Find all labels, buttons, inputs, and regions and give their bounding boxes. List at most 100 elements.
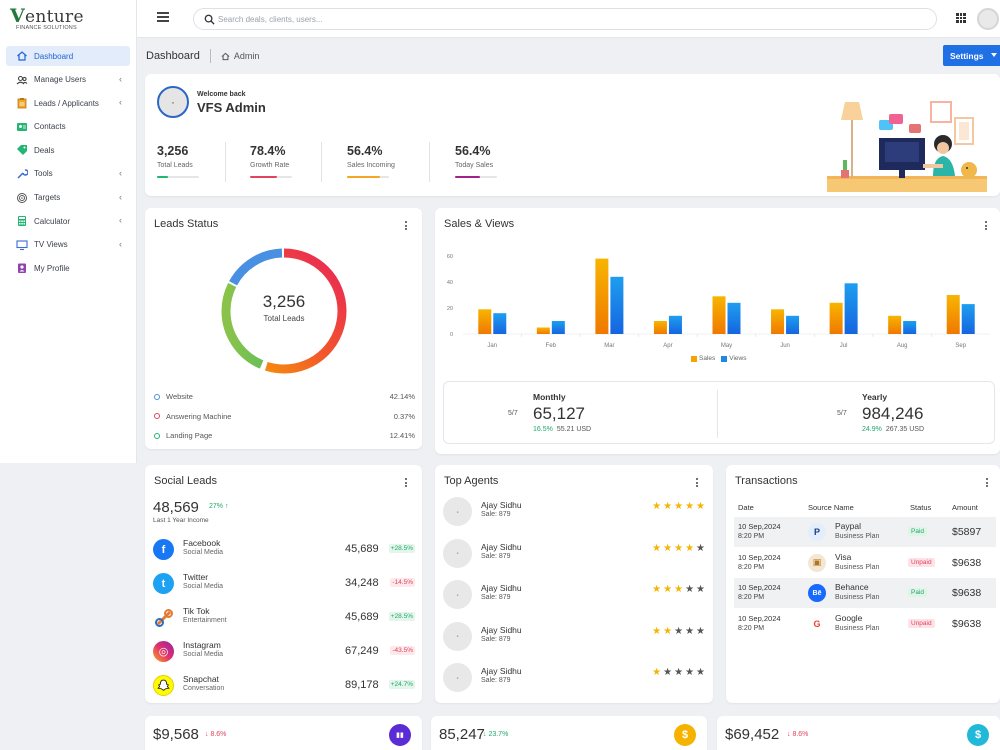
bar-chart-icon: ▮▮ [389,724,411,746]
bar-sales-mar[interactable] [595,258,609,334]
star-icon: ★ [652,625,662,637]
table-header: Date Source Name Status Amount [738,503,978,512]
star-icon: ★ [674,501,684,512]
star-icon: ★ [663,584,673,595]
x-tick-label: Jun [780,343,790,349]
more-options-icon[interactable] [986,478,989,488]
star-icon: ★ [696,584,705,595]
sidebar-item-contacts[interactable]: Contacts [6,117,130,137]
agent-row[interactable]: ● Ajay Sidhu Sale: 879 ★ ★ ★ ★ ★ [443,621,707,654]
sidebar-item-tv-views[interactable]: TV Views ‹ [6,235,130,255]
welcome-card: ● Welcome back VFS Admin 3,256 Total Lead… [145,74,1000,196]
bar-views-mar[interactable] [610,276,624,334]
card-title: Leads Status [154,218,219,230]
sidebar-item-tools[interactable]: Tools ‹ [6,164,130,184]
sidebar-item-targets[interactable]: Targets ‹ [6,188,130,208]
sidebar-item-leads-applicants[interactable]: Leads / Applicants ‹ [6,93,130,113]
user-avatar[interactable] [977,8,999,30]
bar-sales-may[interactable] [712,296,726,334]
top-agents-card: Top Agents ● Ajay Sidhu Sale: 879 ★ ★ ★ ★ ★ ● Aja… [435,465,713,703]
bar-views-apr[interactable] [668,315,682,334]
bar-sales-jun[interactable] [771,309,785,334]
bar-sales-apr[interactable] [653,321,667,334]
list-item[interactable]: t Twitter Social Media 34,248 -14.5% [153,571,415,597]
bar-sales-jul[interactable] [829,302,843,334]
bar-views-jun[interactable] [786,315,800,334]
search-input[interactable] [218,12,908,27]
sidebar-item-dashboard[interactable]: Dashboard [6,46,130,66]
settings-button[interactable]: Settings [943,45,1000,66]
sidebar-item-deals[interactable]: Deals [6,140,130,160]
legend-label[interactable]: Sales [699,355,716,362]
dollar-slash-icon: $ [967,724,989,746]
bar-views-aug[interactable] [903,321,917,334]
bar-sales-jan[interactable] [478,309,492,334]
stat-progress-bar [455,176,497,178]
y-tick-label: 60 [447,254,453,260]
kpi-card: $69,452 ↓ 8.6% $ [717,716,1000,750]
x-tick-label: Jan [487,343,497,349]
bar-sales-feb[interactable] [536,327,550,335]
table-row[interactable]: 10 Sep,2024 8:20 PM G Google Business Plan Un… [738,612,982,633]
brand-logo[interactable]: Venture FINANCE SOLUTIONS [10,5,84,32]
menu-toggle-icon[interactable] [157,12,169,22]
bar-views-jul[interactable] [844,283,858,334]
arrow-down-icon: ↓ [205,731,211,738]
bar-views-feb[interactable] [551,321,565,334]
sidebar-item-manage-users[interactable]: Manage Users ‹ [6,70,130,90]
card-title: Social Leads [154,475,217,487]
table-row[interactable]: 10 Sep,2024 8:20 PM P Paypal Business Plan Pa… [734,517,996,547]
bar-views-may[interactable] [727,302,741,334]
legend-label[interactable]: Views [729,355,747,362]
sidebar-item-label: Manage Users [34,75,87,85]
sidebar-item-label: Tools [34,169,53,179]
list-item[interactable]: Snapchat Conversation 89,178 +24.7% [153,673,415,699]
leads-status-card: Leads Status 3,256 Total Leads Website 42… [145,208,422,449]
x-tick-label: Mar [604,343,614,349]
sales-views-card: Sales & Views 0 20 40 60 Jan Feb Mar Apr May Jun J… [435,208,1000,454]
star-icon: ★ [685,667,695,678]
agent-row[interactable]: ● Ajay Sidhu Sale: 879 ★ ★ ★ ★ ★ [443,663,707,695]
more-options-icon[interactable] [696,478,699,488]
star-icon: ★ [685,542,695,554]
list-item[interactable]: Tik Tok Entertainment 45,689 +28.5% [153,605,415,631]
page-title: Dashboard [146,50,200,62]
list-item[interactable]: f Facebook Social Media 45,689 +28.5% [153,537,415,563]
more-options-icon[interactable] [985,221,988,231]
sidebar-item-label: Calculator [34,216,71,226]
agent-row[interactable]: ● Ajay Sidhu Sale: 879 ★ ★ ★ ★ ★ [443,497,707,529]
x-tick-label: Jul [840,343,848,349]
star-icon: ★ [663,501,673,512]
status-badge: Unpaid [908,557,935,567]
list-item[interactable]: ◎ Instagram Social Media 67,249 -43.5% [153,639,415,665]
star-icon: ★ [674,584,684,595]
bar-views-jan[interactable] [493,313,507,334]
more-options-icon[interactable] [405,478,408,488]
table-row[interactable]: 10 Sep,2024 8:20 PM Bē Behance Business Plan… [734,578,996,608]
home-icon [16,50,28,62]
sidebar-item-label: Dashboard [34,51,74,61]
chevron-left-icon: ‹ [119,97,122,108]
apps-grid-icon[interactable] [956,13,966,23]
sidebar-nav: Dashboard Manage Users ‹ Leads / Applicants… [0,38,136,278]
agent-row[interactable]: ● Ajay Sidhu Sale: 879 ★ ★ ★ ★ ★ [443,538,707,571]
legend-dot-icon [154,413,160,419]
x-tick-label: Feb [546,343,557,349]
change-indicator: ↓ 8.6% [787,731,809,738]
star-rating: ★ ★ ★ ★ ★ [652,625,705,637]
breadcrumb-home[interactable]: Admin [221,51,259,61]
sidebar-item-calculator[interactable]: Calculator ‹ [6,211,130,231]
x-tick-label: Sep [955,343,966,349]
y-tick-label: 0 [450,332,453,338]
star-icon: ★ [652,501,662,512]
bar-sales-sep[interactable] [946,295,960,334]
more-options-icon[interactable] [405,221,408,231]
sidebar-item-my-profile[interactable]: My Profile [6,258,130,278]
table-row[interactable]: 10 Sep,2024 8:20 PM ▣ Visa Business Plan Unpa… [738,551,982,572]
star-icon: ★ [696,501,705,512]
legend-dot-icon [154,432,160,439]
bar-views-sep[interactable] [961,304,975,334]
transactions-card: Transactions Date Source Name Status Amo… [726,465,1000,703]
agent-row[interactable]: ● Ajay Sidhu Sale: 879 ★ ★ ★ ★ ★ [443,580,707,612]
bar-sales-aug[interactable] [888,315,902,334]
